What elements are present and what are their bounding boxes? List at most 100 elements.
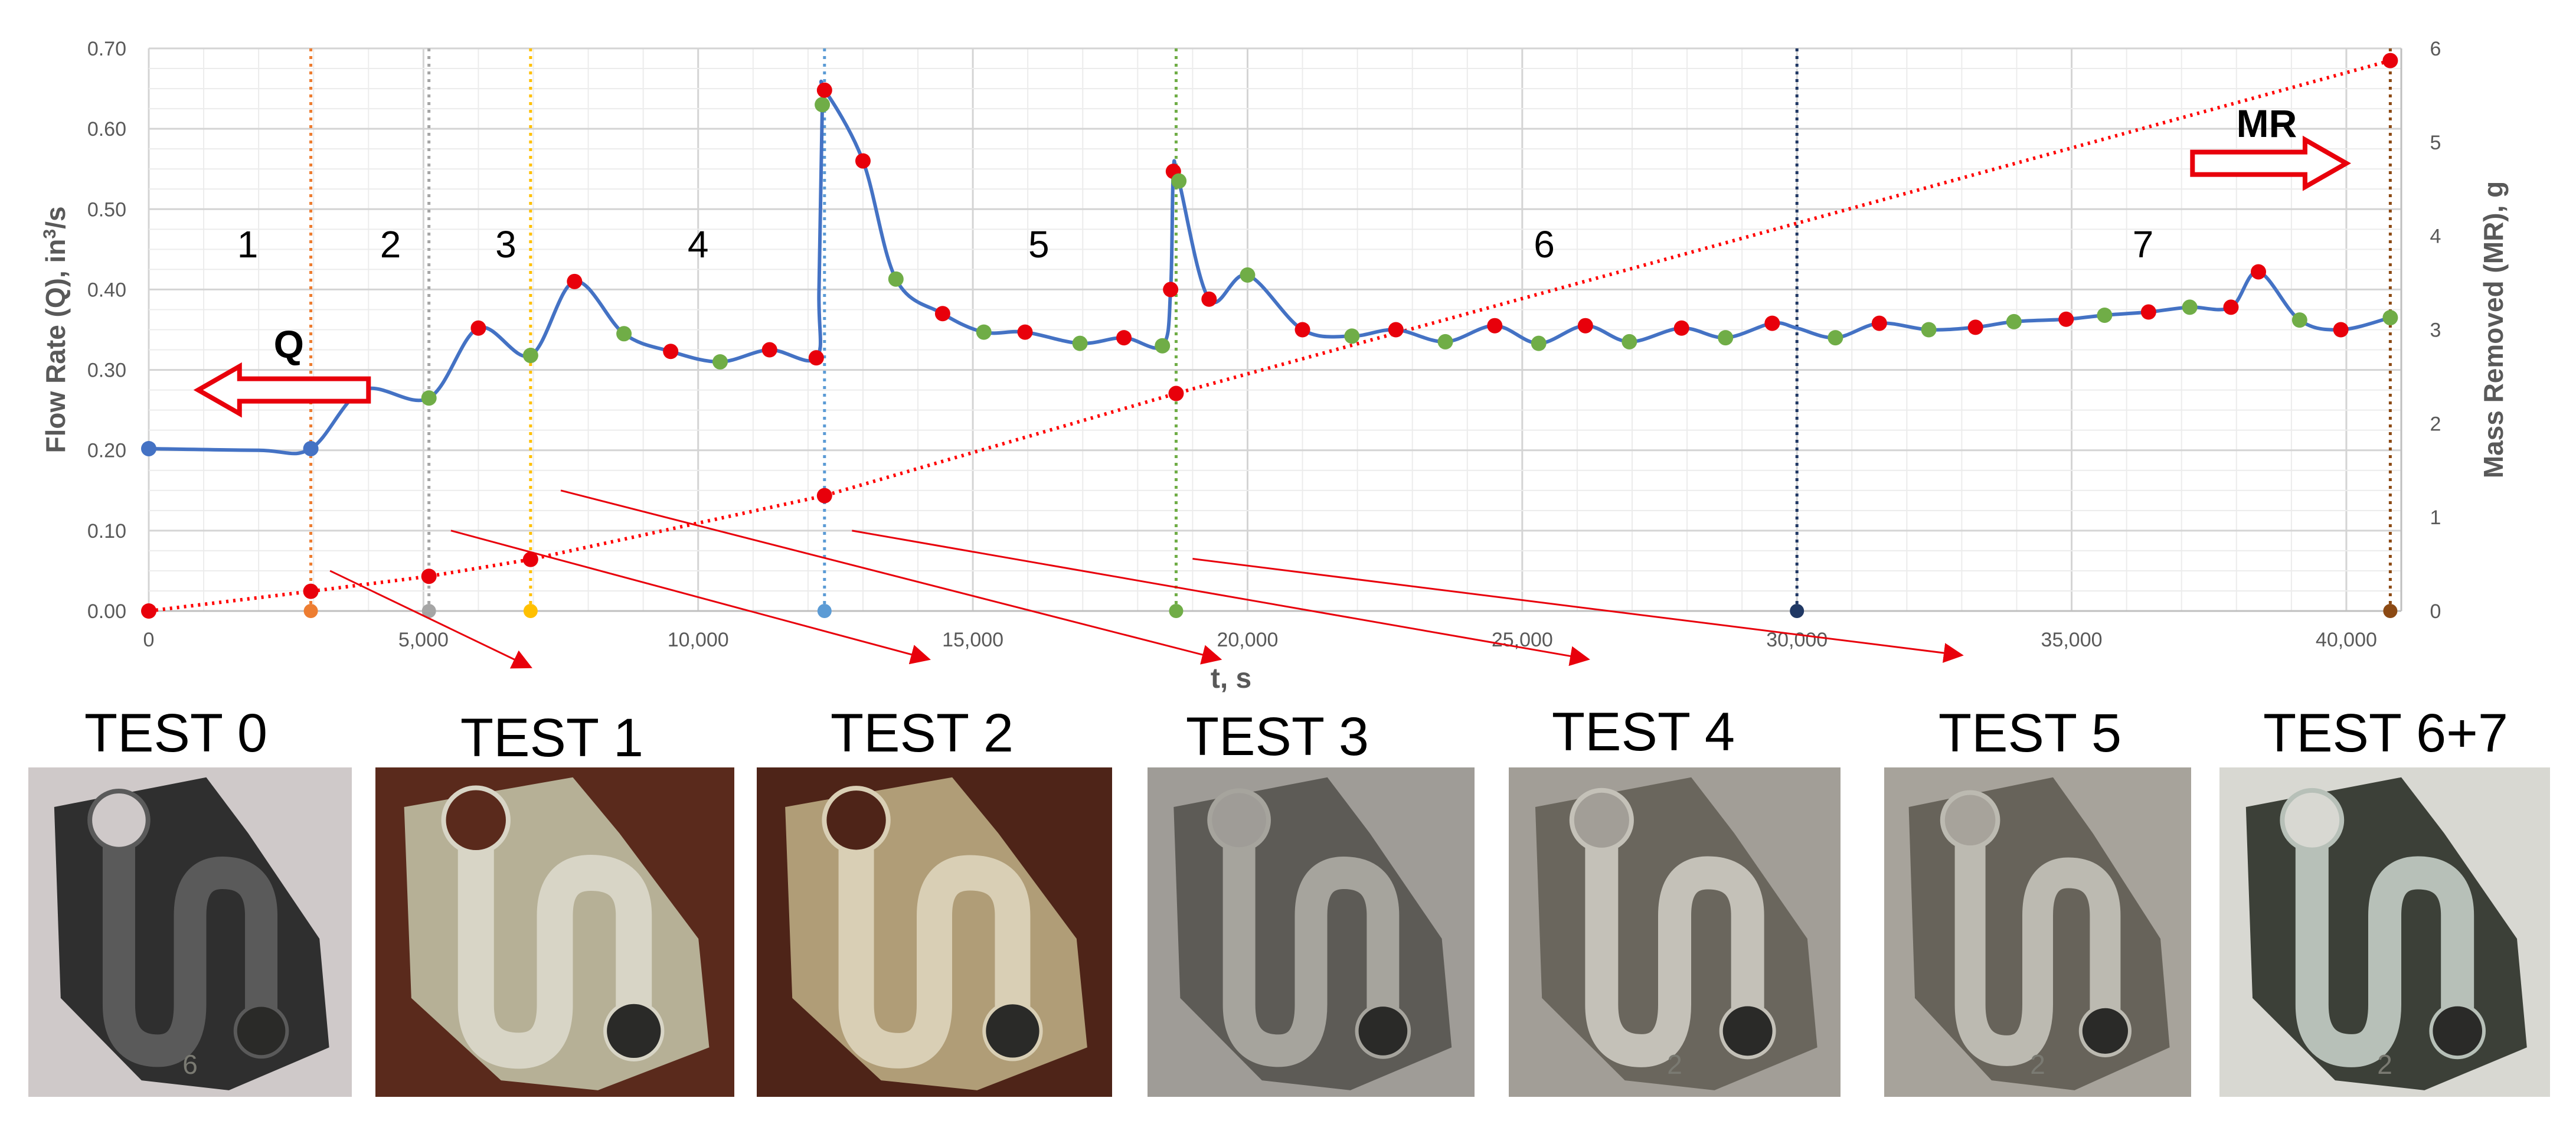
- outlet-pocket: [233, 1003, 289, 1059]
- test-photo: 2: [1884, 767, 2191, 1097]
- segment-number-label: 3: [495, 223, 516, 266]
- y-left-tick-label: 0.20: [87, 440, 126, 462]
- reference-arrow: [852, 530, 1590, 666]
- flow-rate-point: [1622, 334, 1637, 349]
- part-drawing: [785, 777, 1087, 1090]
- flow-rate-point: [141, 440, 156, 456]
- y-right-tick-label: 1: [2430, 507, 2441, 529]
- test-photo-label: TEST 5: [1938, 703, 2122, 763]
- mass-removed-point: [522, 551, 538, 567]
- y-right-axis-title: Mass Removed (MR), g: [2478, 181, 2509, 479]
- segment-number-label: 2: [380, 223, 401, 266]
- flow-rate-point: [1577, 318, 1593, 334]
- flow-rate-point: [934, 306, 950, 322]
- flow-rate-point: [816, 82, 832, 98]
- flow-rate-point: [976, 324, 992, 340]
- y-right-tick-label: 6: [2430, 38, 2441, 60]
- test-photo: [1148, 767, 1475, 1097]
- part-drawing: 6: [54, 777, 329, 1090]
- part-engraving: 6: [182, 1049, 198, 1080]
- x-tick-label: 5,000: [398, 629, 449, 651]
- flow-rate-point: [2058, 311, 2074, 327]
- outlet-pocket: [982, 1001, 1043, 1061]
- flow-rate-point: [421, 390, 437, 406]
- flow-rate-point: [1673, 320, 1689, 336]
- flow-rate-point: [1437, 334, 1453, 349]
- flow-rate-point: [815, 97, 831, 113]
- test-photo-label: TEST 1: [460, 708, 644, 768]
- flow-channel: [1222, 817, 1400, 1067]
- x-tick-label: 10,000: [668, 629, 729, 651]
- test-photo-label: TEST 0: [84, 703, 268, 763]
- flow-rate-point: [1171, 173, 1187, 189]
- outlet-pocket: [2078, 1004, 2132, 1057]
- flow-rate-point: [808, 350, 824, 366]
- flow-rate-point: [2006, 313, 2022, 329]
- inlet-hole: [1940, 790, 2000, 851]
- part-engraving: 2: [2377, 1049, 2392, 1080]
- x-tick-label: 20,000: [1217, 629, 1278, 651]
- flow-rate-point: [1155, 338, 1171, 354]
- y-left-tick-label: 0.70: [87, 38, 126, 60]
- flow-rate-point: [761, 342, 777, 358]
- test-photo-label: TEST 6+7: [2263, 703, 2509, 763]
- flow-channel: [1585, 816, 1764, 1067]
- gridlines: [148, 47, 2402, 612]
- x-axis-title: t, s: [1211, 663, 1251, 694]
- reference-arrow: [329, 570, 532, 669]
- y-left-tick-label: 0.10: [87, 520, 126, 543]
- segment-number-label: 4: [688, 223, 709, 266]
- reference-arrow: [560, 489, 1222, 665]
- flow-rate-point: [1072, 335, 1088, 351]
- outlet-pocket: [603, 1000, 665, 1062]
- test-photo: 2: [2219, 767, 2550, 1097]
- flow-rate-point: [1240, 267, 1256, 283]
- test-boundary-marker: [303, 604, 318, 618]
- mass-removed-point: [2382, 53, 2398, 68]
- flow-rate-point: [1344, 328, 1360, 344]
- y-left-tick-label: 0.00: [87, 600, 126, 623]
- flow-rate-line: [148, 79, 2391, 456]
- part-drawing: [1173, 777, 1452, 1090]
- x-tick-label: 40,000: [2316, 629, 2377, 651]
- flow-channel: [102, 817, 278, 1067]
- flow-rate-point: [1294, 322, 1310, 338]
- flow-rate-point: [2382, 310, 2398, 326]
- flow-rate-point: [1764, 315, 1780, 331]
- flow-rate-point: [567, 273, 583, 289]
- segment-number-label: 5: [1028, 223, 1050, 266]
- flow-rate-point: [2182, 299, 2198, 315]
- test-photo-label: TEST 2: [830, 703, 1014, 763]
- test-boundary-marker: [1790, 604, 1804, 618]
- flow-rate-chart: 0 5,000 10,000 15,000 20,000 25,000 30,000 35,0…: [40, 38, 2509, 694]
- mass-removed-point: [816, 488, 832, 504]
- flow-rate-point: [470, 320, 486, 336]
- flow-rate-point: [888, 271, 904, 287]
- flow-rate-point: [1388, 322, 1404, 338]
- y-right-tick-label: 3: [2430, 319, 2441, 342]
- part-engraving: 2: [2030, 1049, 2045, 1080]
- part-drawing: 2: [1908, 777, 2170, 1090]
- y-left-tick-label: 0.40: [87, 279, 126, 301]
- x-tick-label: 0: [143, 629, 155, 651]
- mass-removed-point: [1168, 385, 1184, 401]
- segment-number-label: 1: [237, 223, 259, 266]
- flow-rate-point: [1967, 319, 1983, 335]
- flow-rate-point: [1828, 330, 1843, 346]
- test-boundary-marker: [2383, 604, 2398, 618]
- flow-rate-point: [1017, 324, 1033, 340]
- inlet-hole: [1207, 788, 1271, 852]
- y-right-tick-label: 4: [2430, 226, 2441, 248]
- y-right-tick-label: 2: [2430, 413, 2441, 435]
- flow-rate-point: [1487, 318, 1503, 334]
- part-drawing: 2: [2245, 777, 2527, 1090]
- y-left-axis-title: Flow Rate (Q), in3/s: [40, 207, 71, 453]
- y-left-tick-label: 0.50: [87, 198, 126, 221]
- segment-number-label: 7: [2133, 223, 2154, 266]
- y-right-tick-label: 5: [2430, 132, 2441, 154]
- test-photo: 2: [1509, 767, 1841, 1097]
- flow-rate-point: [2251, 264, 2267, 280]
- outlet-pocket: [2429, 1002, 2486, 1060]
- test-photo: 6: [28, 767, 352, 1097]
